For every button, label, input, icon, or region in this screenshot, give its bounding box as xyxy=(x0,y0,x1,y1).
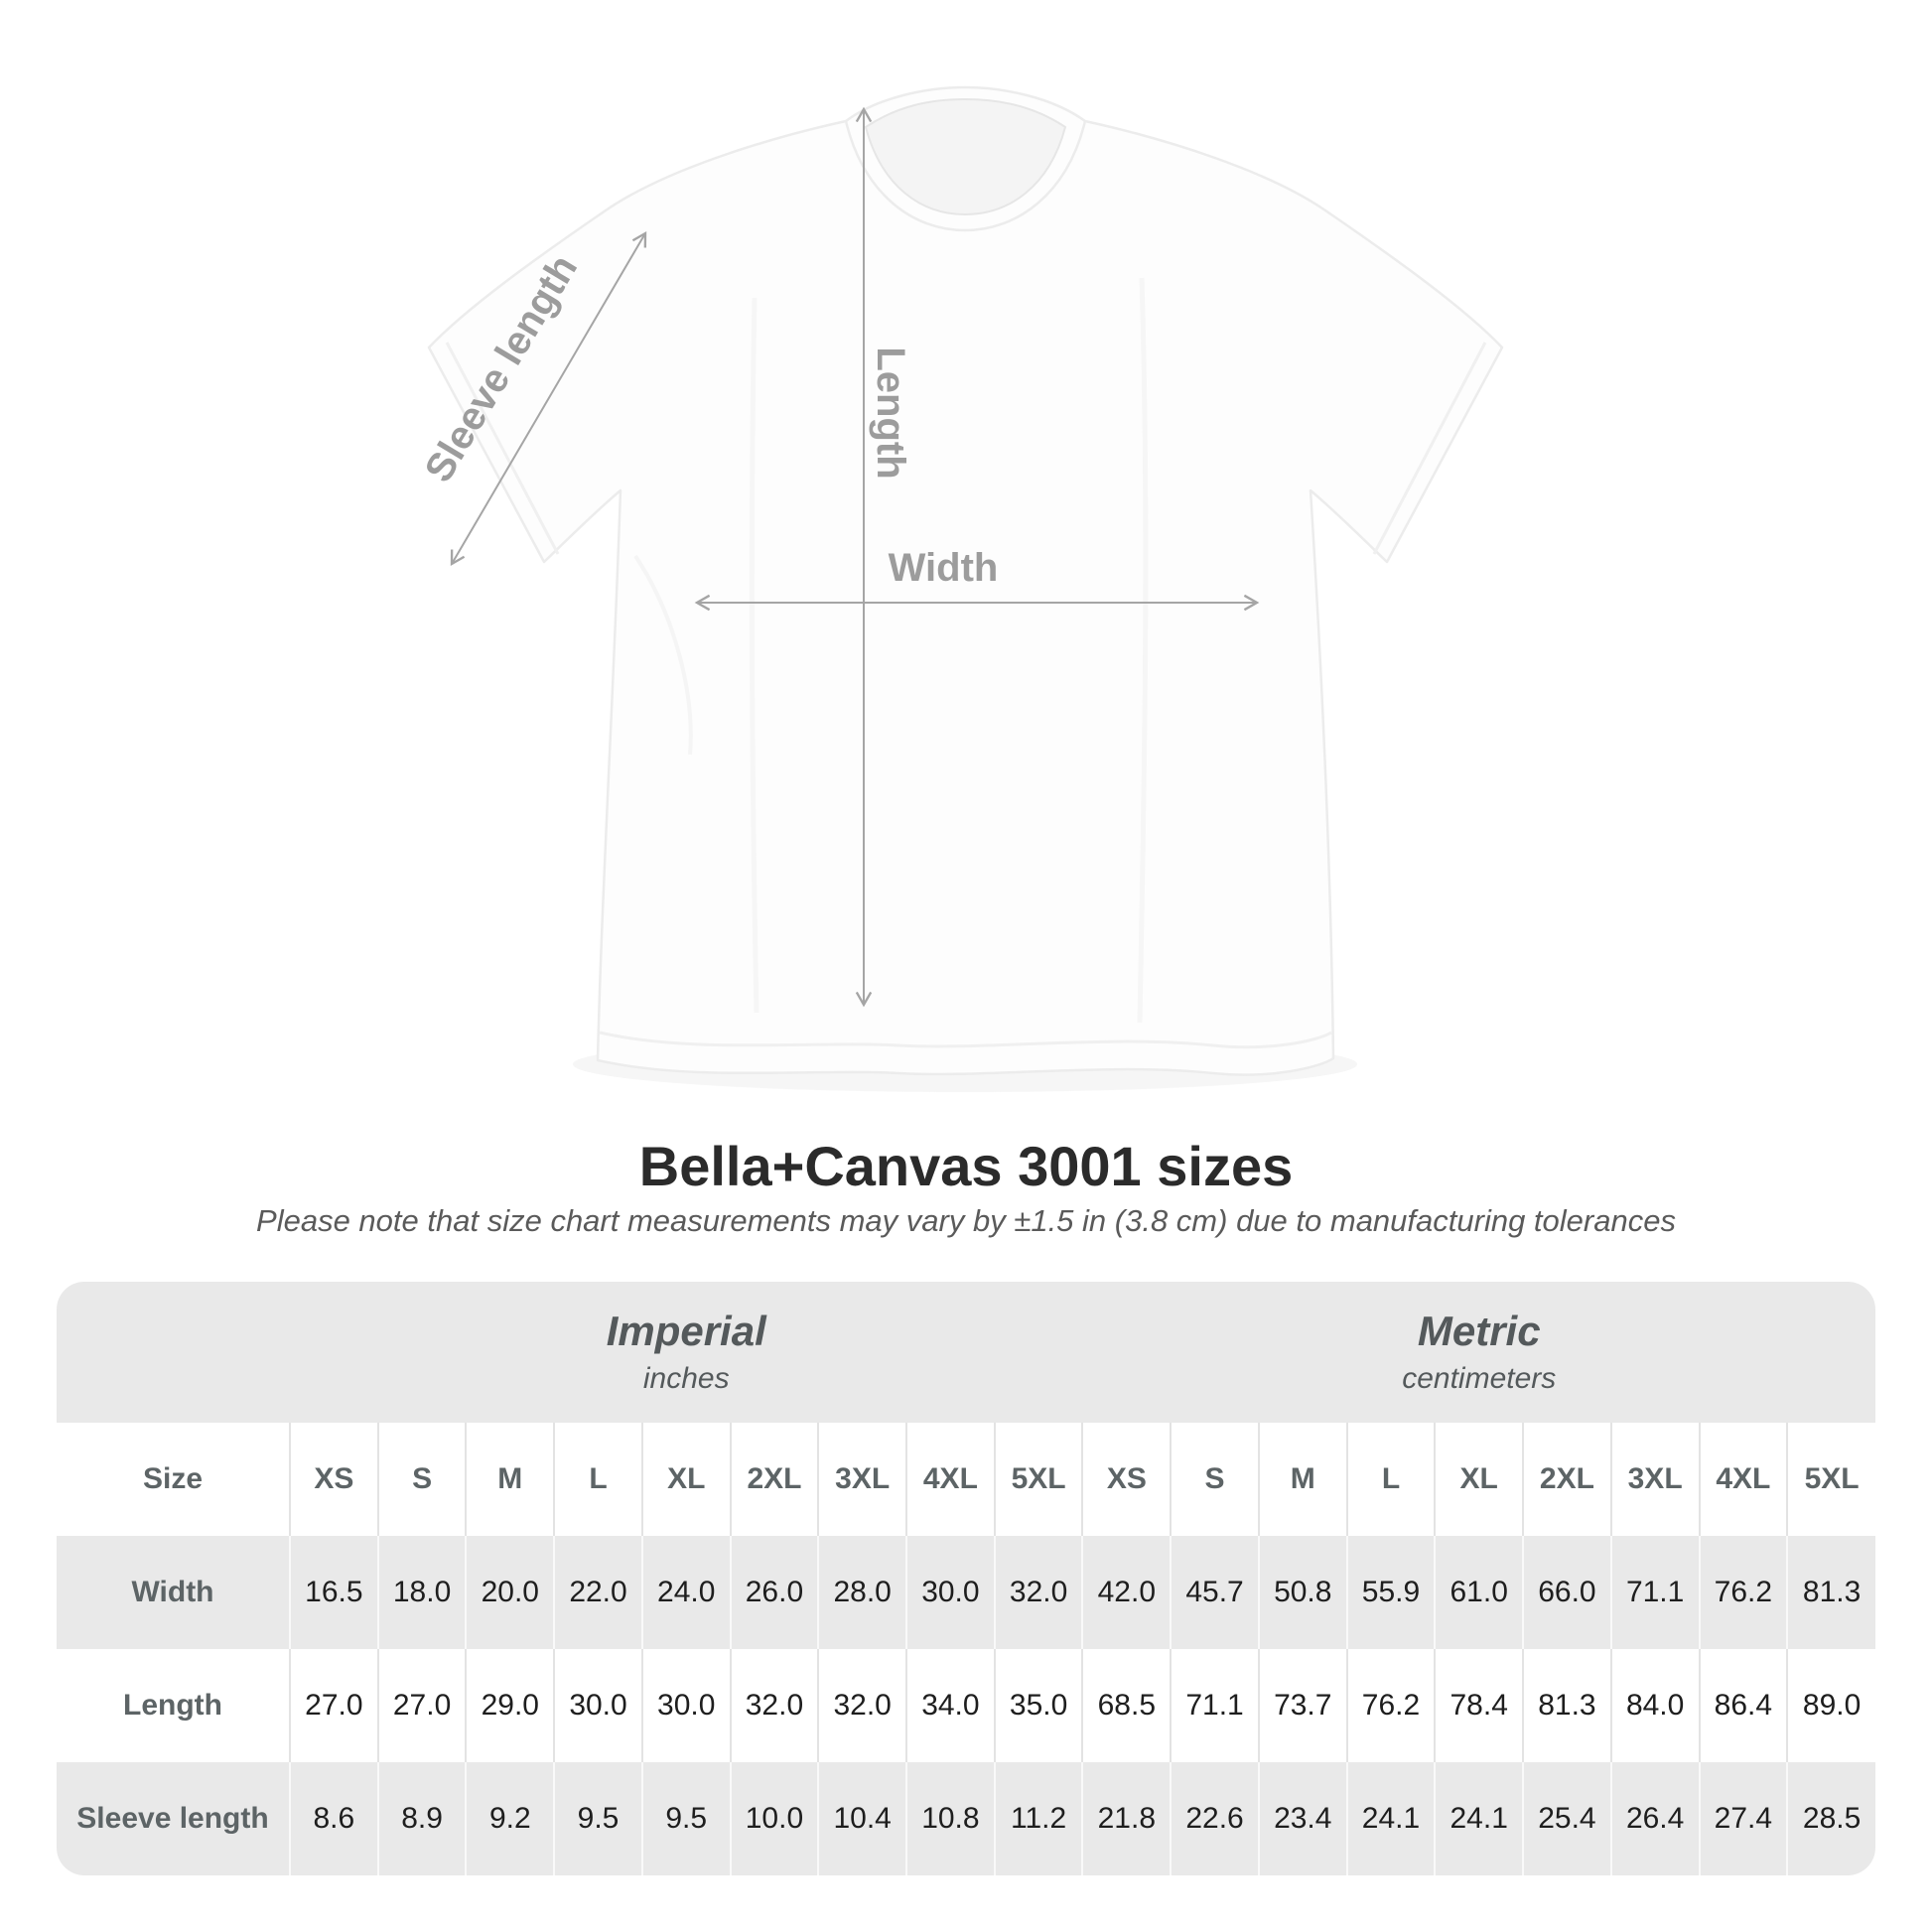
imperial-label: Imperial xyxy=(606,1307,766,1354)
size-col-header: XL xyxy=(640,1423,731,1536)
size-col-header: 5XL xyxy=(993,1423,1083,1536)
table-row-length: Length 27.0 27.0 29.0 30.0 30.0 32.0 32.… xyxy=(57,1649,1875,1762)
corner-blank xyxy=(57,1282,290,1423)
cell: 30.0 xyxy=(640,1649,731,1762)
cell: 68.5 xyxy=(1081,1649,1172,1762)
metric-header: Metric centimeters xyxy=(1082,1282,1875,1423)
page-subtitle: Please note that size chart measurements… xyxy=(256,1203,1676,1238)
cell: 34.0 xyxy=(905,1649,995,1762)
cell: 29.0 xyxy=(465,1649,555,1762)
cell: 61.0 xyxy=(1434,1536,1524,1649)
cell: 10.0 xyxy=(729,1762,819,1875)
collar xyxy=(864,97,1067,216)
cell: 9.5 xyxy=(553,1762,642,1875)
cell: 24.1 xyxy=(1434,1762,1524,1875)
size-col-header: 2XL xyxy=(1522,1423,1611,1536)
row-label: Length xyxy=(123,1689,222,1722)
corner-label: Size xyxy=(142,1462,204,1495)
cell: 71.1 xyxy=(1170,1649,1259,1762)
cell: 8.6 xyxy=(289,1762,378,1875)
cell: 21.8 xyxy=(1081,1762,1172,1875)
tshirt-illustration xyxy=(427,85,1504,1076)
sleeve-length-arrow xyxy=(450,230,647,567)
cell: 24.1 xyxy=(1345,1762,1436,1875)
page-title: Bella+Canvas 3001 sizes xyxy=(638,1135,1294,1197)
size-table: Imperial inches Metric centimeters Size … xyxy=(57,1282,1875,1875)
length-label: Length xyxy=(869,346,912,479)
size-col-header: XS xyxy=(1081,1423,1172,1536)
cell: 78.4 xyxy=(1434,1649,1524,1762)
cell: 23.4 xyxy=(1257,1762,1347,1875)
cell: 66.0 xyxy=(1522,1536,1611,1649)
cell: 22.6 xyxy=(1170,1762,1259,1875)
size-col-header: L xyxy=(1345,1423,1436,1536)
size-col-header: 2XL xyxy=(729,1423,819,1536)
size-col-header: 3XL xyxy=(1609,1423,1700,1536)
imperial-header: Imperial inches xyxy=(290,1282,1082,1423)
size-col-header: 4XL xyxy=(1698,1423,1788,1536)
size-col-header: M xyxy=(465,1423,555,1536)
cell: 71.1 xyxy=(1609,1536,1700,1649)
size-col-header: 4XL xyxy=(905,1423,995,1536)
size-header-row: Size XS S M L XL 2XL 3XL 4XL 5XL XS S M … xyxy=(57,1423,1875,1536)
cell: 32.0 xyxy=(993,1536,1083,1649)
cell: 24.0 xyxy=(640,1536,731,1649)
table-row-sleeve-length: Sleeve length 8.6 8.9 9.2 9.5 9.5 10.0 1… xyxy=(57,1762,1875,1875)
size-col-header: L xyxy=(553,1423,642,1536)
cell: 27.0 xyxy=(289,1649,378,1762)
cell: 28.0 xyxy=(817,1536,907,1649)
cell: 55.9 xyxy=(1345,1536,1436,1649)
cell: 35.0 xyxy=(993,1649,1083,1762)
size-col-header: 3XL xyxy=(817,1423,907,1536)
size-col-header: XS xyxy=(289,1423,378,1536)
cell: 26.0 xyxy=(729,1536,819,1649)
cell: 25.4 xyxy=(1522,1762,1611,1875)
cell: 32.0 xyxy=(729,1649,819,1762)
size-col-header: S xyxy=(1170,1423,1259,1536)
cell: 27.4 xyxy=(1698,1762,1788,1875)
cell: 89.0 xyxy=(1786,1649,1875,1762)
unit-header-row: Imperial inches Metric centimeters xyxy=(57,1282,1875,1423)
cell: 9.2 xyxy=(465,1762,555,1875)
cell: 30.0 xyxy=(553,1649,642,1762)
cell: 73.7 xyxy=(1257,1649,1347,1762)
cell: 32.0 xyxy=(817,1649,907,1762)
cell: 20.0 xyxy=(465,1536,555,1649)
cell: 81.3 xyxy=(1522,1649,1611,1762)
cell: 27.0 xyxy=(376,1649,467,1762)
size-col-header: S xyxy=(376,1423,467,1536)
cell: 84.0 xyxy=(1609,1649,1700,1762)
cell: 30.0 xyxy=(905,1536,995,1649)
cell: 16.5 xyxy=(289,1536,378,1649)
cell: 9.5 xyxy=(640,1762,731,1875)
row-label: Sleeve length xyxy=(76,1802,269,1835)
imperial-units: inches xyxy=(642,1362,730,1396)
row-label: Width xyxy=(131,1576,214,1608)
cell: 42.0 xyxy=(1081,1536,1172,1649)
cell: 8.9 xyxy=(376,1762,467,1875)
cell: 76.2 xyxy=(1698,1536,1788,1649)
cell: 11.2 xyxy=(993,1762,1083,1875)
cell: 86.4 xyxy=(1698,1649,1788,1762)
size-col-header: 5XL xyxy=(1786,1423,1875,1536)
cell: 45.7 xyxy=(1170,1536,1259,1649)
size-table-container: Imperial inches Metric centimeters Size … xyxy=(57,1282,1875,1875)
cell: 28.5 xyxy=(1786,1762,1875,1875)
cell: 22.0 xyxy=(553,1536,642,1649)
cell: 76.2 xyxy=(1345,1649,1436,1762)
tshirt-diagram: Sleeve length Length Width xyxy=(416,85,1504,1076)
cell: 10.8 xyxy=(905,1762,995,1875)
cell: 81.3 xyxy=(1786,1536,1875,1649)
width-label: Width xyxy=(889,546,999,590)
cell: 50.8 xyxy=(1257,1536,1347,1649)
size-col-header: M xyxy=(1257,1423,1347,1536)
cell: 10.4 xyxy=(817,1762,907,1875)
metric-label: Metric xyxy=(1417,1307,1541,1354)
metric-units: centimeters xyxy=(1402,1362,1557,1396)
cell: 26.4 xyxy=(1609,1762,1700,1875)
cell: 18.0 xyxy=(376,1536,467,1649)
table-row-width: Width 16.5 18.0 20.0 22.0 24.0 26.0 28.0… xyxy=(57,1536,1875,1649)
size-col-header: XL xyxy=(1434,1423,1524,1536)
